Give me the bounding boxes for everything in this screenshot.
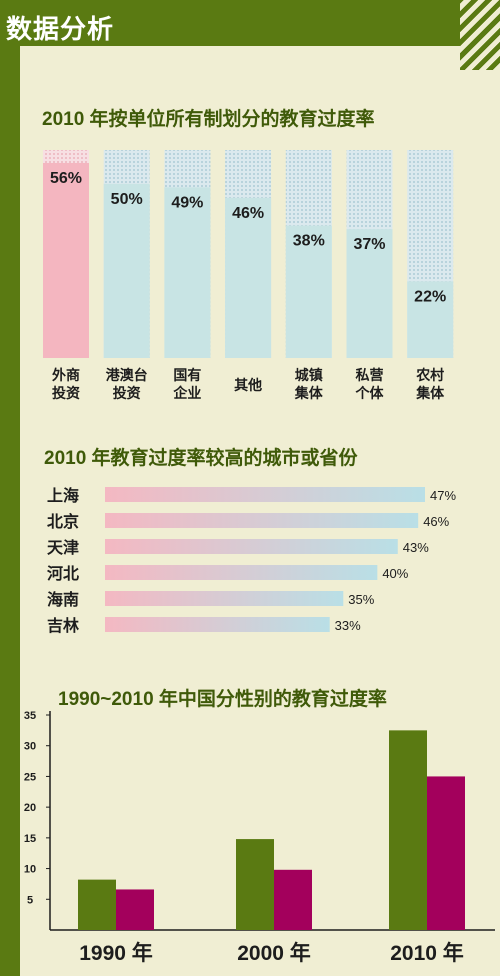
y-tick-label: 25 (24, 771, 36, 783)
category-label: 其他 (234, 377, 262, 393)
category-label: 国有企业 (172, 367, 201, 401)
ownership-bar-chart: 56% 外商投资 50% 港澳台投资 49% 国有企业 46% 其他 38% 城镇集体 37% 私营个… (43, 150, 454, 401)
year-label: 2010 年 (390, 941, 464, 965)
y-tick-label: 30 (24, 741, 36, 753)
category-label: 城镇集体 (294, 367, 324, 401)
bar-value-label: 22% (414, 288, 446, 305)
region-bar (105, 513, 419, 528)
category-label: 农村集体 (415, 367, 445, 401)
region-bar-chart: 上海 47% 北京 46% 天津 43% 河北 40% 海南 35% 吉林 33% (47, 486, 456, 635)
region-label: 河北 (47, 564, 79, 583)
region-label: 吉林 (47, 616, 79, 635)
y-tick-label: 35 (24, 710, 36, 722)
decorative-stripe (460, 0, 500, 70)
bar (285, 225, 332, 358)
region-bar (105, 487, 425, 502)
region-value-label: 46% (423, 514, 449, 529)
region-bar (105, 617, 330, 632)
bar (43, 163, 89, 358)
region-label: 上海 (47, 486, 79, 505)
bar-value-label: 50% (111, 191, 143, 208)
region-label: 北京 (47, 512, 79, 531)
bar (164, 187, 211, 358)
gender-bar (389, 730, 427, 930)
region-value-label: 40% (382, 566, 408, 581)
region-value-label: 35% (348, 592, 374, 607)
year-label: 2000 年 (237, 941, 311, 965)
chart1-title: 2010 年按单位所有制划分的教育过度率 (42, 109, 375, 130)
region-value-label: 43% (403, 540, 429, 555)
bar-value-label: 49% (171, 194, 203, 211)
bar (225, 197, 272, 358)
header-tab (0, 0, 20, 976)
chart2-title: 2010 年教育过度率较高的城市或省份 (44, 448, 358, 469)
gender-bar (236, 839, 274, 930)
bar-value-label: 37% (353, 236, 385, 253)
bar (346, 229, 393, 358)
region-label: 天津 (47, 539, 79, 557)
region-value-label: 47% (430, 488, 456, 503)
chart3-title: 1990~2010 年中国分性别的教育过度率 (58, 689, 387, 710)
gender-bar (78, 879, 116, 930)
region-value-label: 33% (335, 618, 361, 633)
region-label: 海南 (47, 590, 79, 609)
bar-value-label: 46% (232, 205, 264, 222)
bar (407, 281, 454, 358)
header-band (0, 0, 500, 46)
region-bar (105, 565, 378, 580)
bar-value-label: 38% (293, 233, 325, 250)
category-label: 外商投资 (52, 367, 80, 401)
region-bar (105, 591, 344, 606)
bar-value-label: 56% (50, 170, 82, 187)
gender-bar (274, 869, 312, 930)
category-label: 私营个体 (355, 367, 385, 401)
y-tick-label: 5 (27, 894, 33, 906)
gender-bar (427, 776, 465, 930)
y-tick-label: 10 (24, 864, 36, 876)
category-label: 港澳台投资 (106, 367, 148, 401)
page-title: 数据分析 (6, 14, 115, 44)
y-tick-label: 15 (24, 833, 36, 845)
region-bar (105, 539, 398, 554)
year-label: 1990 年 (79, 941, 153, 965)
gender-bar (116, 889, 154, 930)
bar (103, 183, 150, 358)
y-tick-label: 20 (24, 802, 36, 814)
